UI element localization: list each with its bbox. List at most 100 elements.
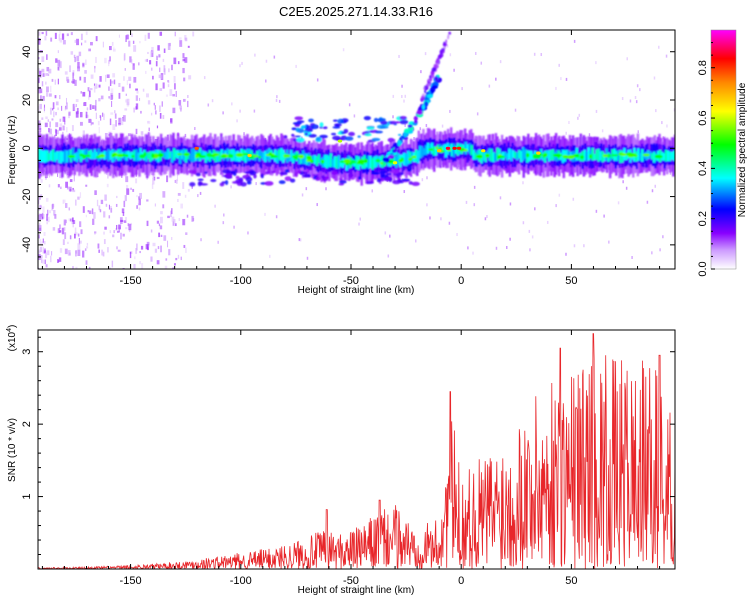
noise-speckle [66,138,69,141]
noise-speckle [59,38,63,43]
noise-speckle [461,87,463,91]
band-core-bright [220,149,224,159]
noise-speckle [673,108,675,112]
noise-speckle [595,209,598,213]
noise-speckle [98,98,101,102]
noise-speckle [273,55,276,59]
noise-speckle [49,121,51,128]
noise-speckle [183,98,186,102]
noise-speckle [41,255,43,259]
noise-speckle [588,133,591,137]
spectrogram-y-tick-label: -20 [21,189,33,205]
band-blob [654,154,662,159]
band-core-bright [406,150,410,165]
noise-speckle [39,223,41,228]
band-core-bright [672,150,675,161]
band-side-blob [304,132,309,136]
noise-speckle [72,221,74,228]
band-blob [84,154,91,158]
noise-speckle [152,242,156,247]
noise-speckle [95,112,97,120]
band-side-blob [278,180,286,185]
noise-speckle [38,38,41,45]
noise-speckle [45,73,49,76]
noise-speckle [96,199,99,207]
band-core-bright [597,148,600,162]
noise-speckle [456,233,458,237]
colorbar-tick-label: 0.4 [697,161,709,176]
noise-speckle [118,92,121,99]
noise-speckle [77,61,80,69]
noise-speckle [116,230,120,233]
band-side-blob [389,121,398,125]
noise-speckle [64,120,66,125]
noise-speckle [125,99,128,103]
band-core-bright [256,150,259,158]
band-core-bright [55,151,59,160]
noise-speckle [555,204,557,208]
band-core-bright [418,145,422,159]
band-core-bright [105,151,108,160]
noise-speckle [583,244,585,248]
band-side-blob [291,133,295,137]
noise-speckle [128,40,131,47]
noise-speckle [165,258,168,261]
noise-speckle [47,119,49,122]
noise-speckle [138,97,141,101]
noise-speckle [223,213,225,217]
chirp-blob [434,76,439,82]
noise-speckle [626,57,628,61]
band-core-bright [149,151,152,162]
band-side-blob [284,169,290,173]
snr-y-tick-label: 1 [21,494,33,500]
band-core-bright [204,151,208,163]
noise-speckle [167,240,169,248]
band-core-bright [365,160,368,168]
band-core-bright [170,151,174,163]
noise-speckle [144,59,148,62]
noise-speckle [135,247,138,254]
noise-speckle [125,216,127,220]
noise-speckle [54,79,57,85]
noise-speckle [446,44,449,48]
noise-speckle [528,229,531,233]
noise-speckle [150,112,153,116]
noise-speckle [50,37,53,42]
noise-speckle [110,88,114,95]
snr-x-tick-label: -100 [230,575,252,587]
noise-speckle [154,105,156,110]
band-side-blob [316,136,321,141]
noise-speckle [66,172,68,176]
noise-speckle [76,107,79,113]
band-side-blob [401,178,411,182]
band-core-bright [61,151,65,162]
band-core-bright [139,148,142,161]
noise-speckle [120,219,124,222]
noise-speckle [46,219,49,225]
noise-speckle [636,84,639,88]
streak-blob [442,42,448,47]
band-blob [258,155,262,159]
band-side-blob [319,134,328,139]
streak-blob [447,34,450,38]
band-core-bright [611,149,614,159]
noise-speckle [114,110,116,114]
noise-speckle [78,237,80,245]
noise-speckle [171,216,175,222]
noise-speckle [146,176,148,180]
noise-speckle [509,202,512,206]
noise-speckle [387,254,390,258]
band-blob [320,159,325,163]
noise-speckle [139,192,142,199]
band-blob [428,148,434,151]
snr-y-tick-label: 2 [21,421,33,427]
noise-speckle [38,213,42,220]
noise-speckle [46,92,49,97]
band-core-bright [484,152,487,163]
noise-speckle [64,232,67,240]
band-core-bright [325,154,329,169]
noise-speckle [637,130,640,134]
band-core-bright [464,141,468,155]
noise-speckle [48,174,50,178]
noise-speckle [316,78,319,82]
